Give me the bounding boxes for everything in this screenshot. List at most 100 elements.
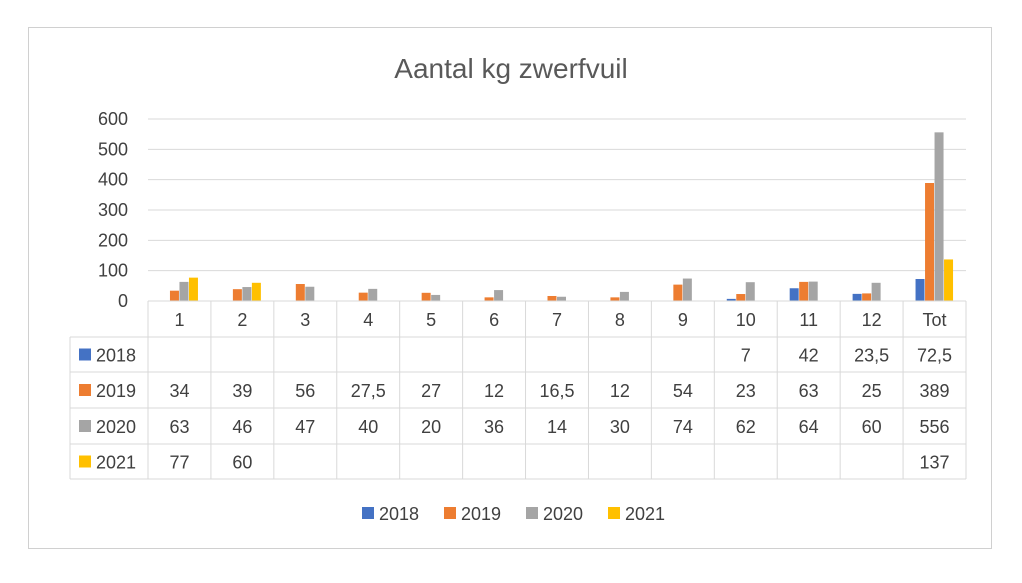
bar-2020-12 (871, 282, 881, 301)
bar-2019-11 (799, 281, 809, 301)
legend-label: 2020 (543, 504, 583, 524)
y-axis: 0 100 200 300 400 500 600 (98, 109, 128, 311)
category-label: 6 (489, 310, 499, 330)
bar-2019-9 (673, 284, 683, 301)
category-label: 11 (799, 310, 818, 330)
table-cell-2019: 34 (169, 381, 189, 401)
bar-2018-12 (852, 293, 862, 301)
category-label: 2 (237, 310, 247, 330)
table-legend-key-2018 (79, 348, 91, 361)
bar-2020-9 (682, 278, 692, 301)
table-cell-2018: 72,5 (917, 346, 952, 366)
bar-2019-6 (484, 297, 494, 301)
table-cell-2019: 12 (484, 381, 504, 401)
legend-label: 2018 (379, 504, 419, 524)
legend-label: 2021 (625, 504, 665, 524)
legend: 2018 2019 2020 2021 (362, 504, 665, 524)
table-cell-2019: 16,5 (539, 381, 574, 401)
bars (169, 132, 954, 301)
table-cell-2018: 23,5 (854, 346, 889, 366)
table-cell-2019: 56 (295, 381, 315, 401)
table-legend-key-2020 (79, 420, 91, 432)
table-legend-key-2019 (79, 384, 91, 396)
table-cell-2019: 27,5 (351, 381, 386, 401)
table-series-name: 2021 (96, 453, 136, 473)
chart-frame (28, 27, 992, 549)
bar-2021-1 (188, 277, 198, 301)
table-cell-2020: 63 (169, 417, 189, 437)
bar-2018-Tot (915, 279, 925, 301)
y-tick-label: 500 (98, 139, 128, 159)
bar-2019-1 (169, 290, 179, 301)
bar-2019-10 (736, 294, 746, 301)
table-cell-2020: 14 (547, 417, 567, 437)
table-cell-2018: 42 (799, 346, 819, 366)
bar-2018-11 (789, 288, 799, 301)
table-cell-2019: 23 (736, 381, 756, 401)
table-cell-2020: 556 (920, 417, 950, 437)
table-cell-2020: 74 (673, 417, 693, 437)
bar-2020-2 (242, 287, 252, 301)
bar-2019-3 (295, 284, 305, 301)
bar-2020-1 (179, 281, 189, 301)
table-series-name: 2018 (96, 346, 136, 366)
bar-2019-4 (358, 292, 368, 301)
y-tick-label: 200 (98, 230, 128, 250)
bar-2019-2 (232, 289, 242, 301)
bar-2020-Tot (934, 132, 944, 301)
table-cell-2019: 27 (421, 381, 441, 401)
table-cell-2020: 20 (421, 417, 441, 437)
y-tick-label: 0 (118, 291, 128, 311)
bar-2018-10 (726, 298, 736, 301)
bar-2021-Tot (944, 259, 954, 301)
category-label: 9 (678, 310, 688, 330)
table-cell-2020: 62 (736, 417, 756, 437)
table-series-name: 2019 (96, 381, 136, 401)
y-tick-label: 400 (98, 170, 128, 190)
category-label: 7 (552, 310, 562, 330)
category-label: 4 (363, 310, 373, 330)
category-label: 8 (615, 310, 625, 330)
table-cell-2020: 60 (862, 417, 882, 437)
legend-key-2020 (526, 507, 538, 519)
table-cell-2019: 63 (799, 381, 819, 401)
table-cell-2019: 25 (862, 381, 882, 401)
category-label: 5 (426, 310, 436, 330)
y-tick-label: 300 (98, 200, 128, 220)
table-cell-2020: 46 (232, 417, 252, 437)
bar-2020-8 (619, 291, 629, 301)
gridlines (148, 118, 966, 272)
bar-2019-12 (862, 293, 872, 301)
category-label: 12 (862, 310, 882, 330)
category-label: 1 (174, 310, 184, 330)
table-cell-2020: 47 (295, 417, 315, 437)
table-cell-2021: 77 (169, 453, 189, 473)
y-tick-label: 100 (98, 261, 128, 281)
legend-key-2018 (362, 507, 374, 519)
y-tick-label: 600 (98, 109, 128, 129)
bar-2020-10 (745, 282, 755, 301)
table-cell-2019: 12 (610, 381, 630, 401)
bar-2019-Tot (925, 183, 935, 301)
bar-2019-5 (421, 292, 431, 301)
bar-2020-4 (368, 288, 378, 301)
table-cell-2019: 389 (920, 381, 950, 401)
category-label: 10 (736, 310, 756, 330)
bar-2020-7 (557, 296, 566, 301)
bar-2020-3 (305, 286, 315, 301)
table-series-name: 2020 (96, 417, 136, 437)
table-cell-2019: 54 (673, 381, 693, 401)
bar-2019-8 (610, 297, 620, 301)
table-cell-2020: 40 (358, 417, 378, 437)
chart-title: Aantal kg zwerfvuil (394, 53, 627, 84)
bar-2020-11 (808, 281, 818, 301)
category-label: Tot (923, 310, 947, 330)
category-label: 3 (300, 310, 310, 330)
table-cell-2018: 7 (741, 346, 751, 366)
bar-2020-6 (494, 290, 504, 301)
table-legend-key-2021 (79, 455, 91, 468)
legend-label: 2019 (461, 504, 501, 524)
legend-key-2019 (444, 507, 456, 519)
